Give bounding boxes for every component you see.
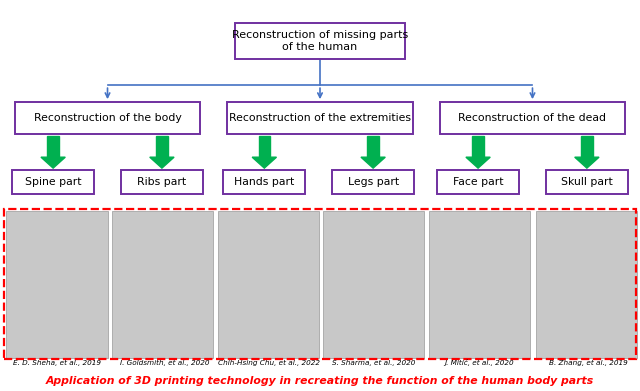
Text: E. D. Sheha, et al., 2019: E. D. Sheha, et al., 2019 (13, 360, 101, 366)
FancyBboxPatch shape (437, 170, 519, 194)
Text: I. Goldsmith, et al., 2020: I. Goldsmith, et al., 2020 (120, 360, 209, 366)
Text: Reconstruction of the dead: Reconstruction of the dead (458, 113, 607, 123)
Bar (4, 209, 636, 359)
Text: Chih-Hsing Chu, et al., 2022: Chih-Hsing Chu, et al., 2022 (218, 360, 321, 366)
Text: Ribs part: Ribs part (138, 177, 186, 187)
Bar (6, 211, 108, 358)
FancyBboxPatch shape (121, 170, 203, 194)
Text: Legs part: Legs part (348, 177, 399, 187)
Bar (112, 211, 213, 358)
Text: Spine part: Spine part (25, 177, 81, 187)
Text: Application of 3D printing technology in recreating the function of the human bo: Application of 3D printing technology in… (46, 376, 594, 386)
Text: S. Sharma, et al., 2020: S. Sharma, et al., 2020 (332, 360, 415, 366)
Bar (429, 211, 530, 358)
Bar (47, 136, 59, 157)
FancyBboxPatch shape (227, 102, 413, 134)
Bar (581, 136, 593, 157)
Bar (367, 136, 379, 157)
Polygon shape (361, 157, 385, 168)
FancyBboxPatch shape (223, 170, 305, 194)
Bar (156, 136, 168, 157)
Polygon shape (252, 157, 276, 168)
FancyBboxPatch shape (12, 170, 94, 194)
Polygon shape (575, 157, 599, 168)
Text: B. Zhang, et al., 2019: B. Zhang, et al., 2019 (548, 360, 628, 366)
Text: Skull part: Skull part (561, 177, 612, 187)
Polygon shape (150, 157, 174, 168)
Polygon shape (466, 157, 490, 168)
Text: J. Mitić, et al., 2020: J. Mitić, et al., 2020 (445, 359, 514, 366)
Bar (323, 211, 424, 358)
FancyBboxPatch shape (440, 102, 625, 134)
Bar (472, 136, 484, 157)
FancyBboxPatch shape (546, 170, 628, 194)
Text: Face part: Face part (453, 177, 503, 187)
FancyBboxPatch shape (236, 23, 405, 59)
Text: Reconstruction of the extremities: Reconstruction of the extremities (229, 113, 411, 123)
FancyBboxPatch shape (15, 102, 200, 134)
Bar (259, 136, 270, 157)
Text: Reconstruction of missing parts
of the human: Reconstruction of missing parts of the h… (232, 30, 408, 52)
Bar (536, 211, 637, 358)
Text: Hands part: Hands part (234, 177, 294, 187)
FancyBboxPatch shape (332, 170, 414, 194)
Polygon shape (41, 157, 65, 168)
Text: Reconstruction of the body: Reconstruction of the body (34, 113, 181, 123)
Bar (218, 211, 319, 358)
